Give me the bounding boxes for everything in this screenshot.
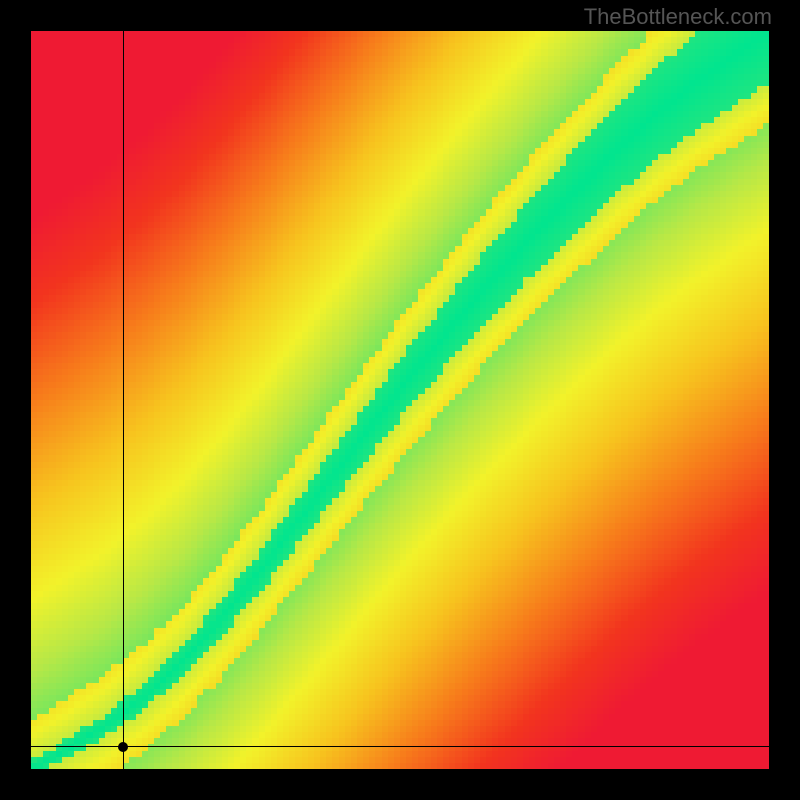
crosshair-marker (118, 742, 128, 752)
crosshair-horizontal (31, 746, 769, 747)
attribution-label: TheBottleneck.com (584, 4, 772, 30)
heatmap-canvas (31, 31, 769, 769)
crosshair-vertical (123, 31, 124, 769)
heatmap-plot (31, 31, 769, 769)
figure-root: TheBottleneck.com (0, 0, 800, 800)
